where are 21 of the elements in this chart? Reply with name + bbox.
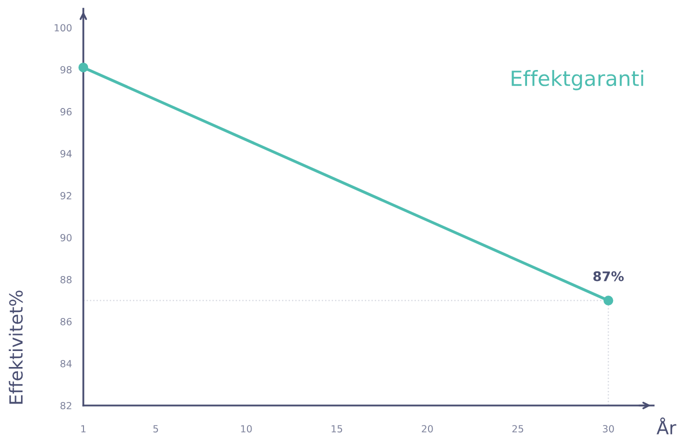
y-tick-label: 84: [60, 360, 72, 368]
y-axis-title: Effektivitet%: [8, 290, 23, 404]
x-tick-label: 15: [332, 425, 342, 432]
text: Effektgaranti: [512, 70, 644, 90]
y-tick-label: 88: [60, 276, 72, 284]
x-tick-label: 10: [241, 425, 252, 432]
x-tick-label: 5: [153, 425, 158, 432]
x-tick-label: 30: [602, 425, 614, 432]
y-tick-label: 90: [60, 234, 72, 242]
y-tick-label: 86: [60, 318, 72, 326]
x-tick-label: 1: [81, 425, 86, 432]
x-tick-label: 25: [512, 425, 524, 432]
x-tick-label: 20: [422, 425, 433, 432]
y-tick-label: 92: [60, 192, 72, 200]
y-tick-label: 96: [60, 108, 72, 116]
y-tick-label: 98: [60, 66, 72, 74]
y-tick-label: 94: [60, 150, 72, 158]
x-axis-title: År: [656, 418, 676, 434]
y-tick-label: 100: [54, 24, 72, 32]
data-label: 87%: [593, 271, 624, 282]
y-tick-label: 82: [60, 402, 72, 410]
